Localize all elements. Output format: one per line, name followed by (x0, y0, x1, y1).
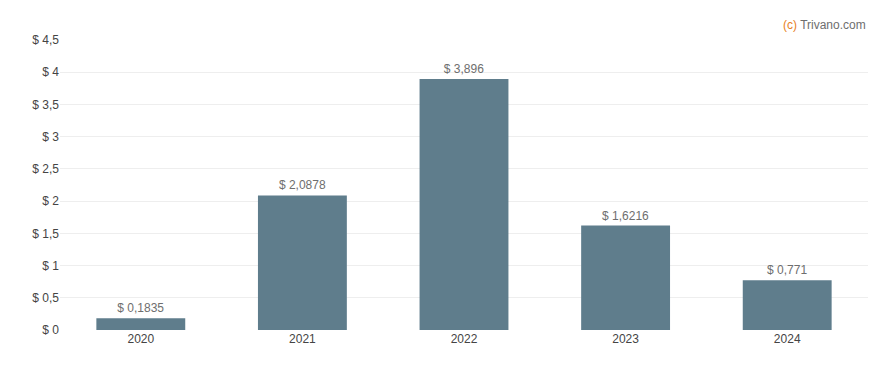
svg-text:2022: 2022 (451, 332, 478, 346)
svg-text:$ 0: $ 0 (42, 323, 59, 337)
svg-text:$ 4,5: $ 4,5 (32, 33, 59, 47)
svg-text:2023: 2023 (612, 332, 639, 346)
svg-text:$ 3: $ 3 (42, 130, 59, 144)
svg-text:(c) Trivano.com: (c) Trivano.com (783, 18, 866, 32)
svg-text:$ 2: $ 2 (42, 194, 59, 208)
svg-text:$ 1: $ 1 (42, 259, 59, 273)
svg-text:$ 2,5: $ 2,5 (32, 162, 59, 176)
svg-text:$ 4: $ 4 (42, 65, 59, 79)
svg-text:$ 0,5: $ 0,5 (32, 291, 59, 305)
svg-text:$ 0,771: $ 0,771 (767, 263, 807, 277)
svg-text:$ 1,6216: $ 1,6216 (602, 209, 649, 223)
svg-text:$ 3,5: $ 3,5 (32, 98, 59, 112)
svg-text:2020: 2020 (127, 332, 154, 346)
svg-text:2021: 2021 (289, 332, 316, 346)
svg-text:2024: 2024 (774, 332, 801, 346)
svg-text:$ 3,896: $ 3,896 (444, 62, 484, 76)
svg-text:$ 2,0878: $ 2,0878 (279, 178, 326, 192)
svg-text:$ 1,5: $ 1,5 (32, 227, 59, 241)
svg-text:$ 0,1835: $ 0,1835 (117, 301, 164, 315)
